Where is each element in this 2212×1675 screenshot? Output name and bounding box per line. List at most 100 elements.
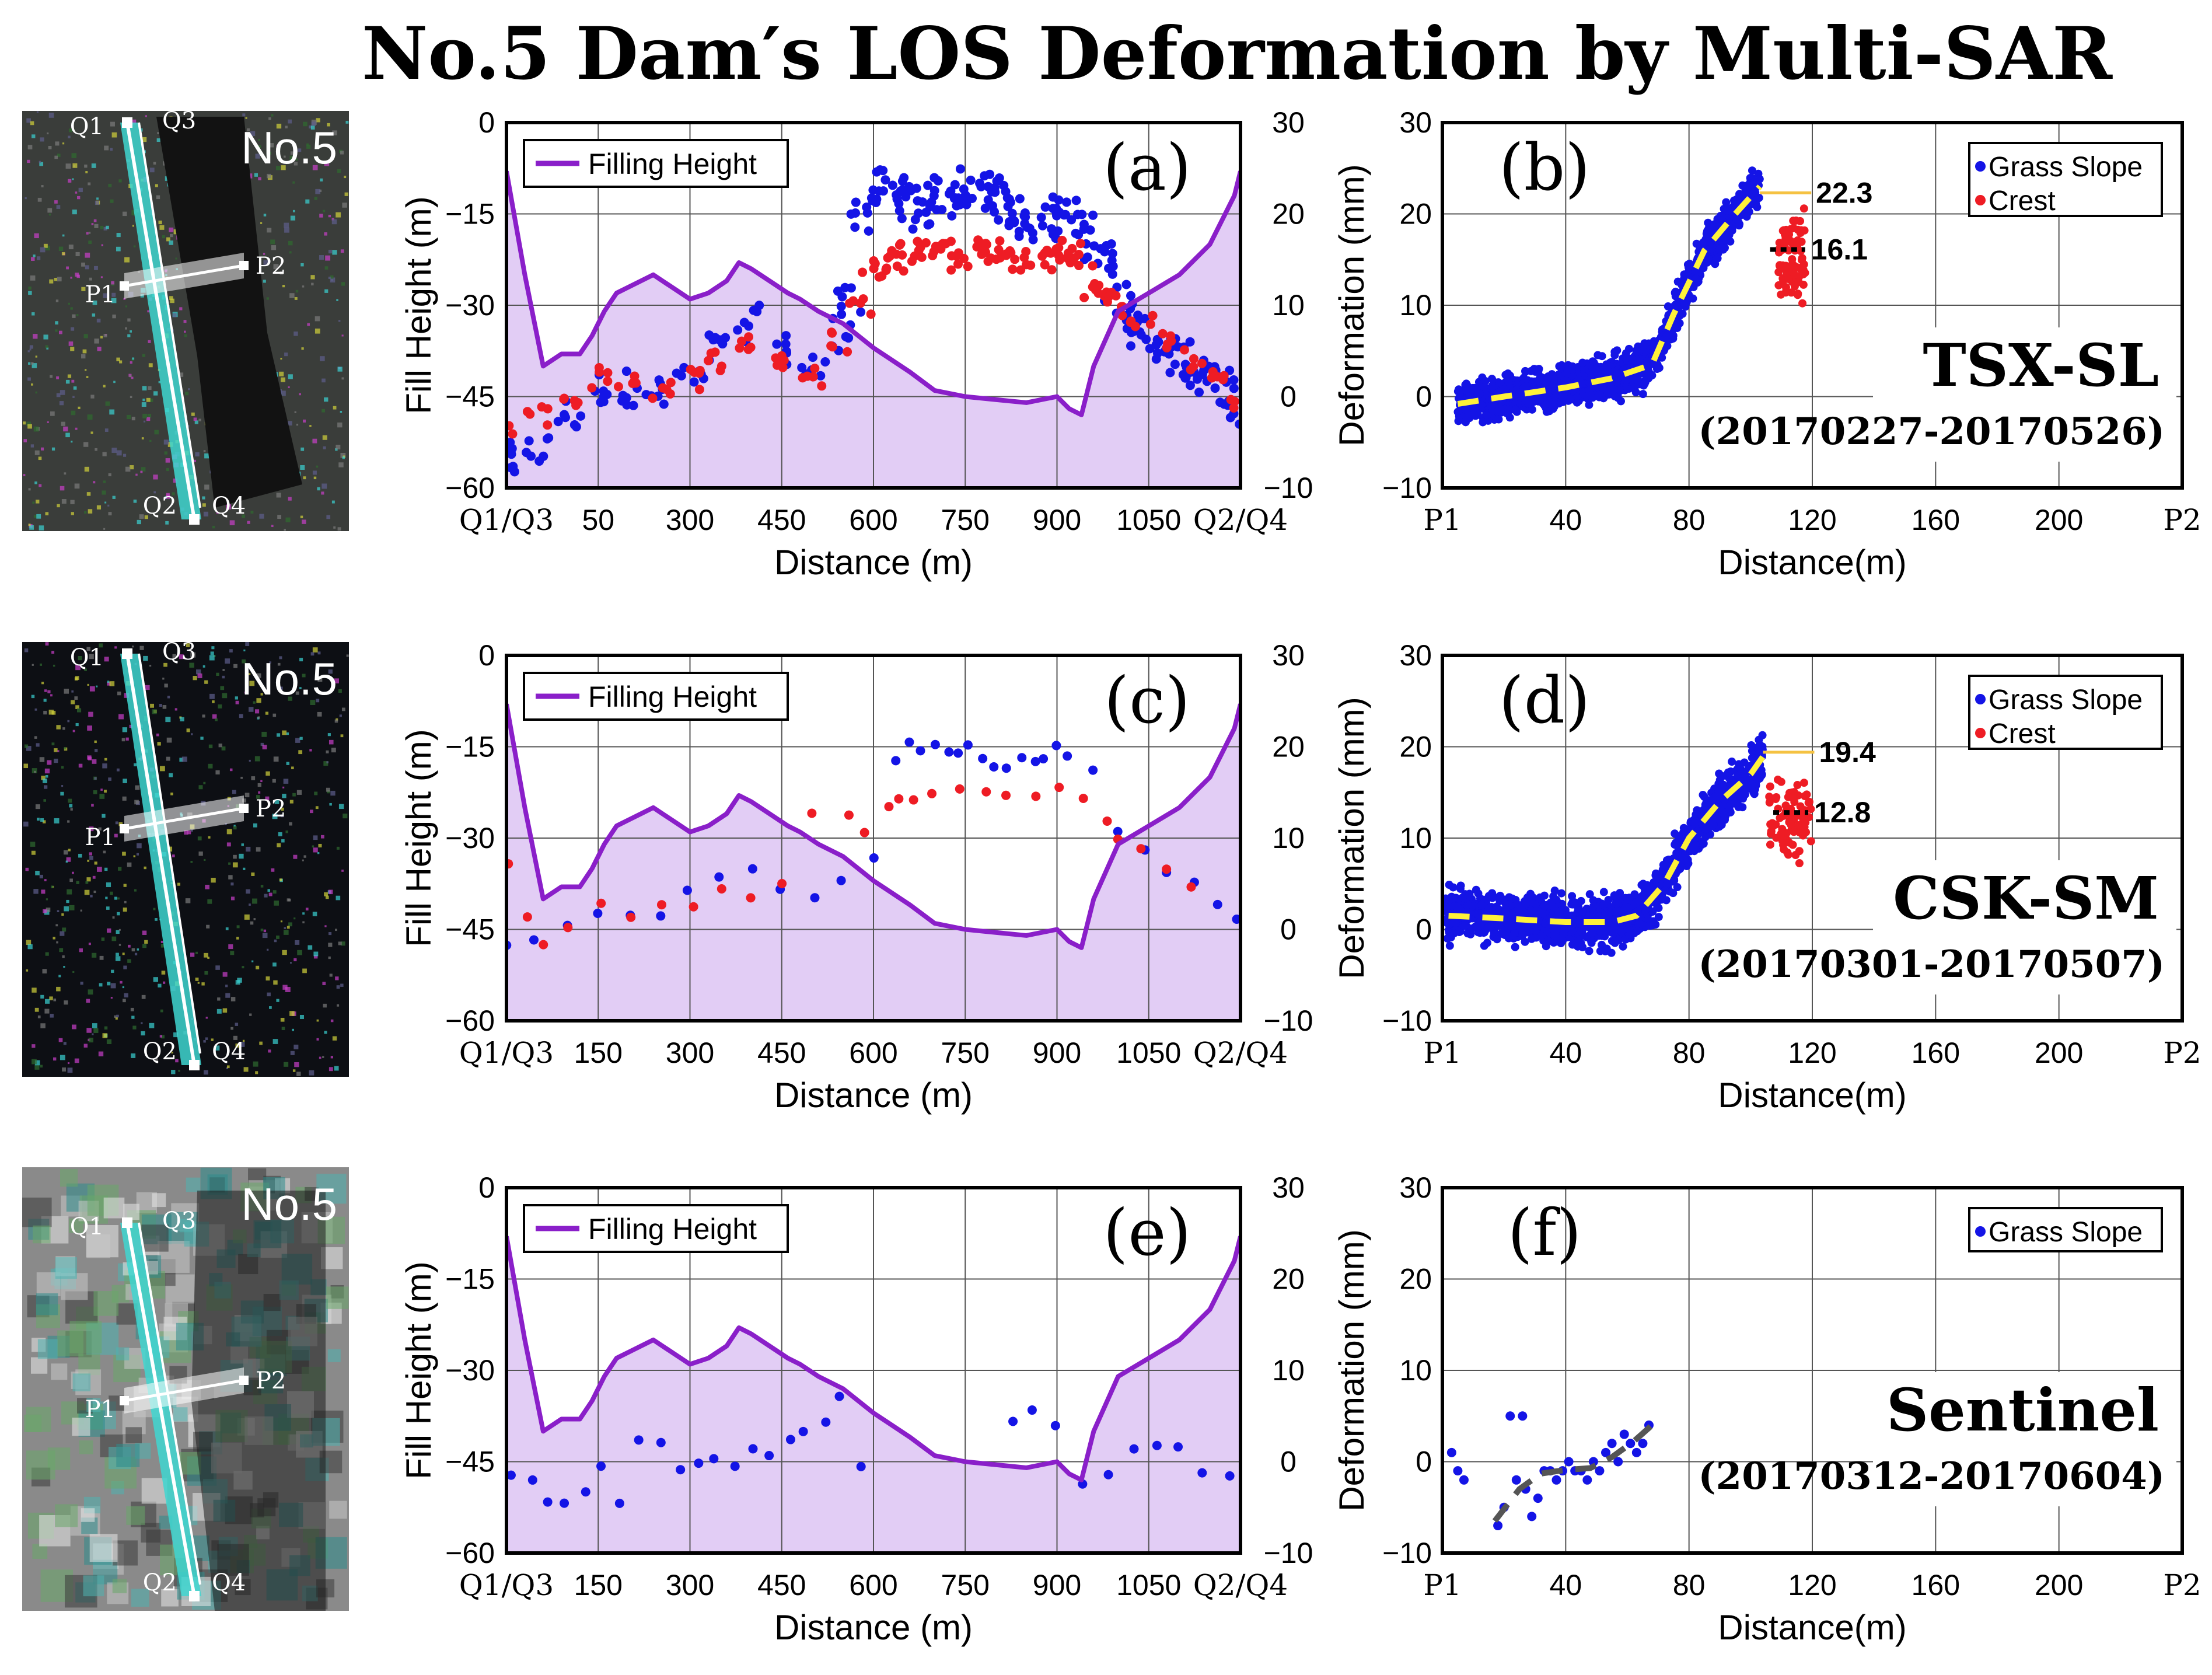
map-texture — [72, 730, 75, 732]
map-texture — [157, 742, 161, 746]
reservoir-area — [191, 1191, 326, 1611]
map-texture — [163, 439, 169, 445]
map-texture — [205, 1017, 208, 1019]
map-texture — [83, 334, 88, 339]
map-texture — [253, 701, 256, 704]
map-texture — [172, 854, 175, 857]
crest-point — [543, 404, 553, 414]
map-texture — [86, 647, 90, 651]
map-texture — [33, 334, 38, 339]
map-texture — [122, 852, 126, 856]
map-texture — [74, 483, 80, 489]
map-texture — [122, 211, 127, 217]
crest-point — [1040, 260, 1050, 270]
crest-point — [735, 343, 745, 353]
map-texture — [207, 899, 212, 904]
grass-slope-point — [1735, 190, 1744, 198]
map-texture — [72, 396, 75, 398]
map-texture — [44, 1009, 50, 1014]
grass-slope-point — [1598, 384, 1607, 393]
q1-marker — [122, 1217, 132, 1228]
map-texture — [43, 778, 47, 783]
map-texture — [72, 871, 74, 874]
map-texture — [117, 691, 121, 696]
map-texture — [86, 492, 91, 496]
map-texture — [149, 168, 155, 173]
grass-slope-point — [599, 392, 609, 402]
map-texture — [93, 891, 96, 894]
map-texture — [296, 790, 302, 795]
map-texture — [281, 807, 284, 811]
x-tick-label: 600 — [849, 1037, 897, 1069]
map-texture — [178, 1069, 180, 1072]
grass-slope-point — [820, 357, 830, 367]
map-texture — [218, 704, 222, 709]
map-texture — [326, 515, 331, 519]
map-texture — [141, 1031, 145, 1036]
crest-point — [573, 397, 583, 407]
map-texture — [284, 353, 288, 357]
crest-point — [1229, 403, 1239, 413]
map-texture — [289, 1011, 295, 1016]
map-texture — [336, 212, 341, 218]
map-texture — [295, 289, 299, 293]
map-texture — [32, 501, 35, 504]
map-texture — [139, 645, 144, 650]
map-texture — [309, 125, 312, 129]
x-tick-label: 200 — [2035, 504, 2083, 536]
map-texture — [114, 896, 118, 900]
map-texture — [60, 931, 65, 936]
map-texture — [171, 1070, 176, 1074]
crest-point — [826, 341, 836, 351]
map-texture — [57, 504, 60, 508]
map-texture — [78, 187, 83, 193]
map-texture — [84, 466, 89, 472]
map-texture — [325, 895, 329, 899]
map-texture — [32, 987, 37, 993]
crest-point — [648, 393, 658, 403]
map-texture — [297, 950, 302, 955]
map-texture — [336, 895, 341, 901]
crest-point — [690, 367, 700, 377]
grass-slope-point — [1165, 368, 1175, 378]
q4-label: Q4 — [212, 1038, 246, 1065]
map-texture — [324, 1031, 327, 1034]
map-texture — [142, 354, 146, 357]
map-texture — [74, 1058, 79, 1063]
grass-slope-point — [739, 317, 749, 327]
map-texture — [47, 421, 49, 423]
map-texture — [104, 758, 107, 761]
map-texture — [289, 251, 292, 254]
map-texture — [153, 908, 156, 910]
map-texture — [70, 307, 73, 310]
map-texture — [45, 245, 50, 251]
grass-slope-point — [524, 436, 534, 446]
map-texture — [160, 1009, 163, 1013]
grass-slope-point — [962, 200, 972, 210]
map-texture — [131, 1016, 135, 1019]
map-texture — [35, 804, 40, 809]
map-texture — [251, 776, 256, 780]
grass-slope-point — [1711, 260, 1720, 268]
map-texture — [319, 214, 323, 218]
map-texture — [250, 131, 256, 136]
grass-slope-point — [1088, 210, 1098, 220]
crest-point — [953, 259, 963, 269]
map-texture — [122, 986, 125, 989]
map-texture — [45, 345, 48, 348]
sensor-name: TSX-SL — [1923, 331, 2159, 400]
q1-marker — [122, 648, 132, 659]
grass-slope-point — [1599, 888, 1608, 896]
map-texture — [229, 768, 233, 772]
legend-box — [1968, 142, 2163, 217]
crest-point — [1782, 225, 1791, 234]
map-texture — [315, 806, 319, 809]
grass-slope-point — [846, 209, 856, 219]
map-texture — [64, 689, 69, 694]
map-texture — [105, 401, 110, 406]
q1-marker — [122, 117, 132, 128]
map-texture — [337, 422, 343, 428]
map-texture — [341, 870, 344, 872]
map-texture — [68, 135, 71, 139]
